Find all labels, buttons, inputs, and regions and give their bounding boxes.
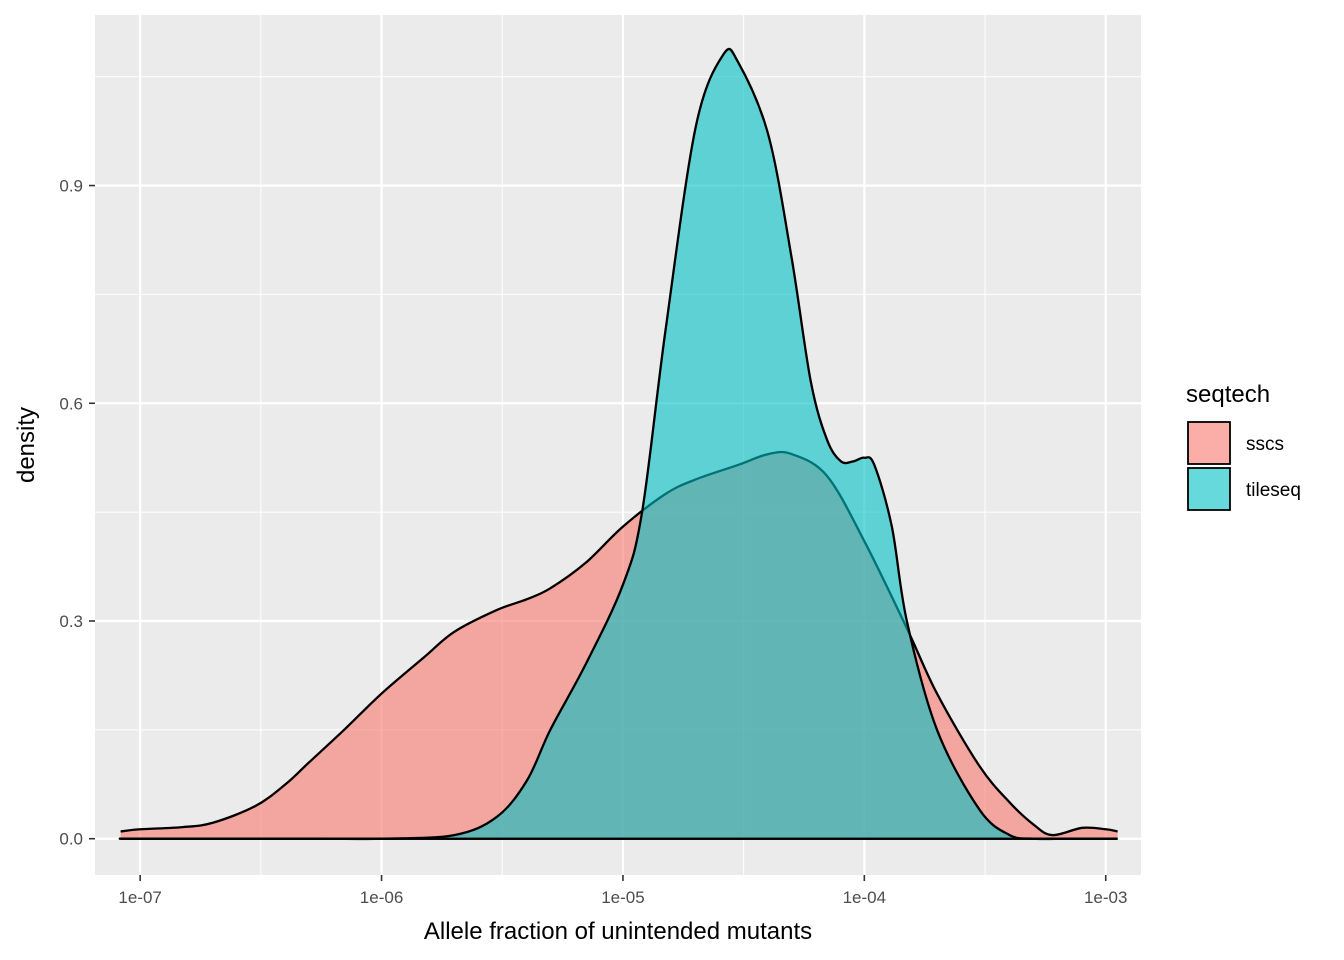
x-axis-title: Allele fraction of unintended mutants bbox=[424, 918, 812, 945]
legend-label-tileseq: tileseq bbox=[1246, 480, 1301, 501]
x-tick-label: 1e-03 bbox=[1084, 888, 1127, 907]
y-tick-label: 0.6 bbox=[59, 394, 83, 413]
density-areas bbox=[118, 47, 1118, 841]
y-tick-label: 0.0 bbox=[59, 830, 83, 849]
axes: 1e-07 1e-06 1e-05 1e-04 1e-03 0.0 0.3 0.6 0.9 bbox=[59, 177, 1127, 907]
legend-key-sscs bbox=[1187, 421, 1231, 465]
legend-title: seqtech bbox=[1186, 381, 1270, 408]
density-area-tileseq bbox=[119, 48, 1118, 839]
x-tick-label: 1e-07 bbox=[118, 888, 161, 907]
legend-label-sscs: sscs bbox=[1246, 434, 1284, 455]
y-axis-title: density bbox=[13, 407, 40, 483]
x-tick-label: 1e-06 bbox=[360, 888, 403, 907]
density-line-tileseq bbox=[118, 47, 1118, 841]
legend: seqtech sscs tileseq bbox=[1186, 381, 1301, 511]
legend-key-tileseq bbox=[1187, 467, 1231, 511]
y-tick-label: 0.9 bbox=[59, 177, 83, 196]
x-tick-label: 1e-04 bbox=[843, 888, 886, 907]
y-tick-label: 0.3 bbox=[59, 612, 83, 631]
x-tick-label: 1e-05 bbox=[601, 888, 644, 907]
